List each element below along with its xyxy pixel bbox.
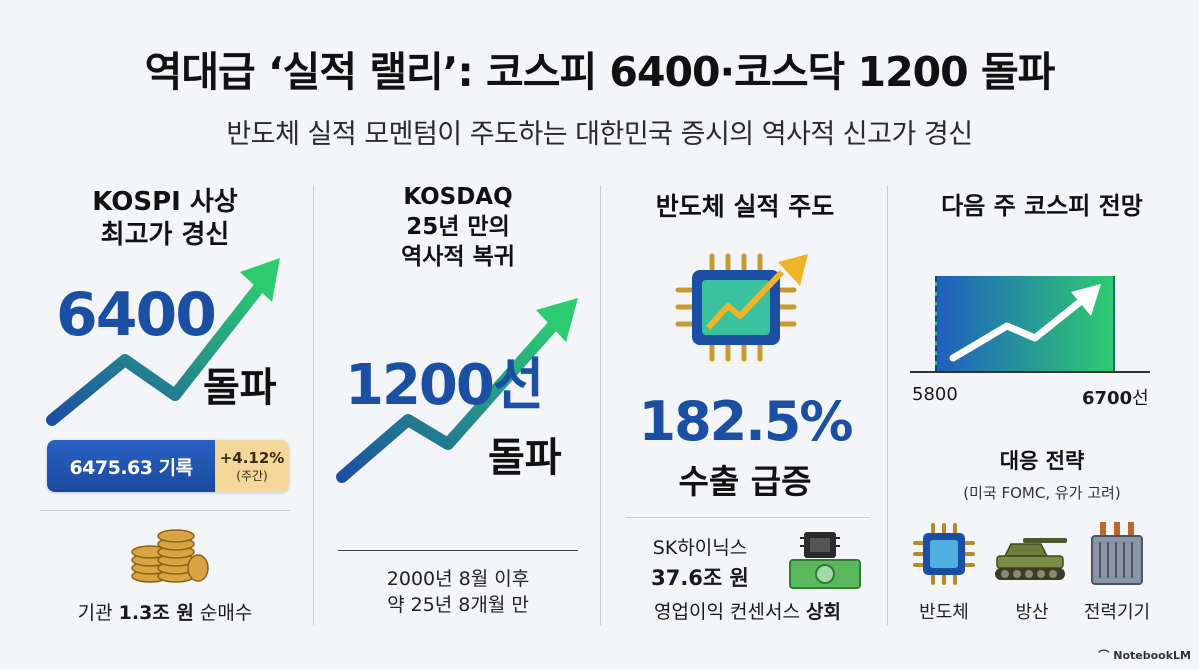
brand-logo-icon: ⌒ [1098,649,1110,662]
outlook-range-high-suffix: 선 [1132,388,1149,409]
outlook-axis-line [910,371,1150,373]
power-equipment-icon [1091,522,1143,585]
semis-big-suffix: 수출 급증 [678,462,812,501]
semis-consensus-emphasis: 상회 [805,601,841,623]
kosdaq-heading-line3: 역사적 복귀 [401,243,515,270]
column-divider [600,185,601,625]
semis-heading: 반도체 실적 주도 [655,192,835,221]
semis-big-number: 182.5% [638,390,854,453]
money-chip-icon [789,532,861,589]
kosdaq-note-line1: 2000년 8월 이후 [386,568,530,590]
kosdaq-heading-line1: KOSDAQ [403,184,513,210]
chip-growth-icon [675,253,808,362]
kospi-trend-arrow-icon [46,258,280,426]
section-divider [625,517,870,518]
kosdaq-heading: KOSDAQ 25년 만의 역사적 복귀 [318,183,598,273]
sector-label-power-equipment: 전력기기 [1083,602,1151,623]
kospi-record-value: 6475.63 기록 [47,440,215,492]
kosdaq-big-number: 1200선 [345,353,544,418]
kospi-record-badge: 6475.63 기록 +4.12% (주간) [47,440,289,492]
kospi-weekly-change: +4.12% (주간) [215,440,289,492]
kospi-weekly-change-value: +4.12% [219,448,285,467]
sector-label-semiconductor: 반도체 [919,602,969,623]
section-divider [40,510,290,511]
kospi-big-number: 6400 [56,280,217,350]
kospi-weekly-change-label: (주간) [236,468,268,483]
kosdaq-trend-arrow-icon [336,298,578,483]
kospi-heading: KOSPI 사상 최고가 경신 [20,186,310,251]
kospi-heading-line1: KOSPI 사상 [92,187,238,217]
outlook-range-low: 5800 [912,384,958,405]
outlook-trend-arrow-icon [949,284,1101,362]
kospi-institution-prefix: 기관 [77,602,119,624]
brand-mark: ⌒ NotebookLM [1098,647,1191,663]
sector-label-defense: 방산 [1015,602,1049,623]
coins-icon [131,529,209,583]
semiconductor-chip-icon [913,523,975,585]
column-divider [313,185,314,625]
kospi-big-suffix: 돌파 [203,365,277,411]
kosdaq-note: 2000년 8월 이후 약 25년 8개월 만 [318,567,598,618]
kosdaq-big-suffix: 돌파 [488,435,562,481]
kosdaq-heading-line2: 25년 만의 [406,213,510,240]
semis-company: SK하이닉스 [652,537,748,559]
kospi-institution-amount: 1.3조 원 [118,602,194,624]
strategy-note: (미국 FOMC, 유가 고려) [963,484,1121,502]
semis-consensus-prefix: 영업이익 컨센서스 [654,601,806,623]
page-title: 역대급 ‘실적 랠리’: 코스피 6400·코스닥 1200 돌파 [144,48,1056,96]
page-subtitle: 반도체 실적 모멘텀이 주도하는 대한민국 증시의 역사적 신고가 경신 [226,119,973,150]
kosdaq-note-line2: 약 25년 8개월 만 [387,593,529,616]
kospi-institution-suffix: 순매수 [193,602,253,624]
semis-profit: 37.6조 원 [651,565,749,590]
outlook-heading: 다음 주 코스피 전망 [941,192,1143,220]
semis-company-block: SK하이닉스 37.6조 원 [620,535,780,593]
column-divider [887,185,888,625]
kospi-institution-buying: 기관 1.3조 원 순매수 [30,598,300,625]
outlook-range-high-number: 6700 [1082,388,1133,409]
semis-consensus: 영업이익 컨센서스 상회 [605,597,890,624]
kospi-heading-line2: 최고가 경신 [100,219,230,250]
strategy-title: 대응 전략 [999,449,1085,473]
tank-icon [995,538,1067,580]
outlook-range-high: 6700선 [1082,384,1149,410]
section-divider [338,550,578,551]
brand-name: NotebookLM [1113,649,1191,662]
